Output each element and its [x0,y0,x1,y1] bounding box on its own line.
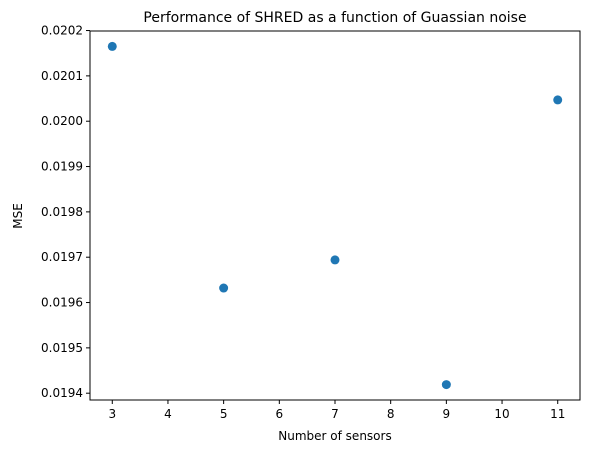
y-tick-label: 0.0200 [41,114,83,128]
x-tick-label: 8 [387,407,395,421]
x-tick-label: 6 [275,407,283,421]
plot-frame [89,30,581,401]
plot-area: 3 4 5 6 7 8 9 10 11 0.01940.01950.01960.01970.01… [41,24,581,421]
x-axis-ticks: 3 4 5 6 7 8 9 10 11 [108,400,565,421]
data-point [441,380,451,390]
x-tick-label: 5 [220,407,228,421]
y-tick-label: 0.0202 [41,24,83,38]
x-tick-label: 10 [494,407,509,421]
y-tick-label: 0.0201 [41,69,83,83]
y-tick-label: 0.0197 [41,250,83,264]
x-tick-label: 3 [108,407,116,421]
x-tick-label: 11 [550,407,565,421]
data-point [107,41,117,51]
x-tick-label: 7 [331,407,339,421]
data-point [219,283,229,293]
data-points [107,41,563,390]
x-tick-label: 4 [164,407,172,421]
data-point [553,95,563,105]
y-axis-ticks: 0.0194 0.0195 0.0196 0.0197 0.0198 0.0199 0.02… [41,24,90,400]
y-tick-label: 0.0195 [41,341,83,355]
data-point [330,255,340,265]
x-tick-label: 9 [443,407,451,421]
y-axis-label: MSE [11,203,25,229]
x-axis-label: Number of sensors [278,429,391,443]
y-tick-label: 0.0196 [41,296,83,310]
y-tick-label: 0.0199 [41,160,83,174]
y-tick-label: 0.0194 [41,386,83,400]
y-tick-label: 0.0198 [41,205,83,219]
chart-title: Performance of SHRED as a function of Gu… [143,10,526,26]
